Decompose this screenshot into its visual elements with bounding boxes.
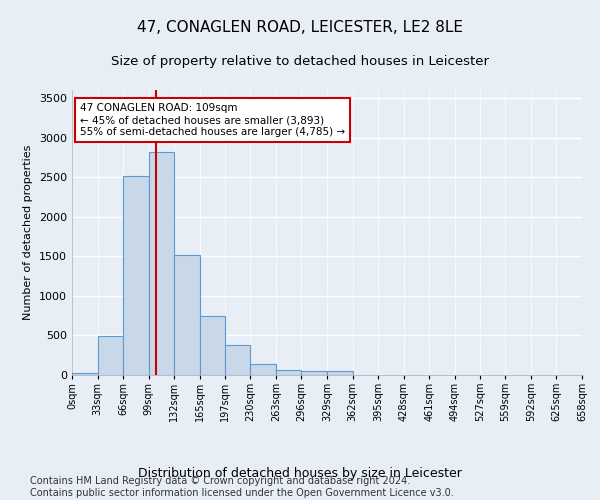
Text: 47, CONAGLEN ROAD, LEICESTER, LE2 8LE: 47, CONAGLEN ROAD, LEICESTER, LE2 8LE bbox=[137, 20, 463, 35]
Bar bbox=[200, 316, 224, 375]
Bar bbox=[224, 344, 250, 375]
Text: 47 CONAGLEN ROAD: 109sqm
← 45% of detached houses are smaller (3,893)
55% of sem: 47 CONAGLEN ROAD: 109sqm ← 45% of detach… bbox=[80, 104, 345, 136]
Bar bbox=[175, 254, 200, 375]
Text: Distribution of detached houses by size in Leicester: Distribution of detached houses by size … bbox=[138, 467, 462, 480]
Bar bbox=[276, 370, 301, 375]
Bar bbox=[123, 176, 149, 375]
Text: Contains HM Land Registry data © Crown copyright and database right 2024.
Contai: Contains HM Land Registry data © Crown c… bbox=[30, 476, 454, 498]
Y-axis label: Number of detached properties: Number of detached properties bbox=[23, 145, 34, 320]
Bar bbox=[72, 373, 98, 375]
Bar bbox=[98, 336, 123, 375]
Bar bbox=[149, 152, 175, 375]
Bar bbox=[327, 371, 353, 375]
Text: Size of property relative to detached houses in Leicester: Size of property relative to detached ho… bbox=[111, 55, 489, 68]
Bar bbox=[301, 371, 327, 375]
Bar bbox=[250, 364, 276, 375]
